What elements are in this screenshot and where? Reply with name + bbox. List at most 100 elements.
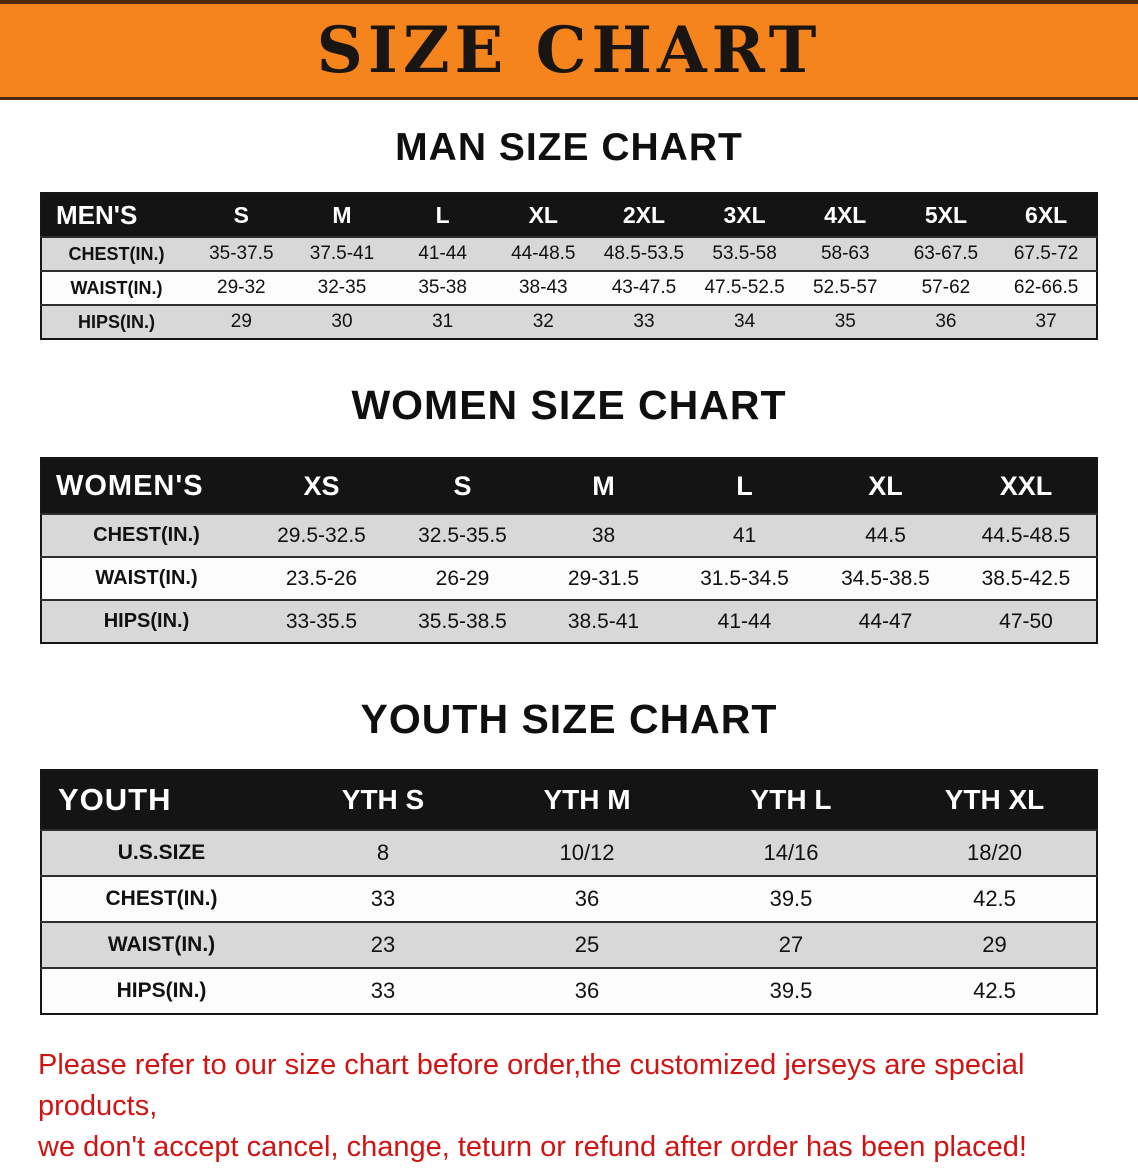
size-column-header: 2XL [593,193,695,237]
size-column-header: S [392,458,533,514]
value-cell: 27 [778,932,804,957]
size-table-header-row: MEN'S S M L XL 2XL 3XL 4XL 5XL 6XL [41,193,1097,237]
size-column-header: 4XL [794,193,896,237]
row-label-cell: WAIST(IN.) [95,567,198,589]
value-cell: 10/12 [559,840,615,865]
row-label-cell: U.S.SIZE [117,841,206,864]
value-cell: 32-35 [317,277,367,298]
size-column-header: L [674,458,815,514]
value-cell: 42.5 [973,886,1016,911]
row-label-cell: WAIST(IN.) [107,933,216,956]
value-cell: 23.5-26 [285,566,358,590]
measurement-row: CHEST(IN.) 29.5-32.5 32.5-35.5 38 41 44.5 44.5… [41,514,1097,557]
disclaimer: Please refer to our size chart before or… [38,1045,1100,1168]
size-column-header: XL [815,458,956,514]
size-column-header: XS [251,458,392,514]
value-cell: 67.5-72 [1013,243,1079,264]
value-cell: 35 [834,311,856,332]
size-column-header: M [533,458,674,514]
value-cell: 31.5-34.5 [700,566,789,590]
value-cell: 32 [532,311,554,332]
value-cell: 18/20 [966,840,1023,865]
women-section-heading: WOMEN SIZE CHART [351,382,787,428]
measurement-row: WAIST(IN.) 23 25 27 29 [41,922,1097,968]
value-cell: 29-32 [217,277,266,298]
value-cell: 34.5-38.5 [841,566,930,590]
value-cell: 32.5-35.5 [418,523,507,547]
size-column-header: 6XL [996,193,1097,237]
size-column-header: YTH L [689,770,893,830]
page-title: SIZE CHART [316,12,822,88]
value-cell: 38.5-42.5 [981,566,1071,590]
row-label-cell: CHEST(IN.) [68,243,165,264]
value-cell: 29 [982,932,1007,957]
disclaimer-line-1: Please refer to our size chart before or… [38,1049,1025,1122]
value-cell: 33-35.5 [285,609,358,633]
value-cell: 29.5-32.5 [277,523,366,547]
value-cell: 57-62 [921,277,971,298]
measurement-row: CHEST(IN.) 33 36 39.5 42.5 [41,876,1097,922]
value-cell: 44.5-48.5 [981,523,1071,547]
women-size-section: WOMEN SIZE CHART WOMEN'S XS S M L XL XXL CHEST(… [0,382,1138,644]
value-cell: 43-47.5 [611,277,677,298]
value-cell: 36 [574,886,600,911]
value-cell: 37.5-41 [309,243,375,264]
measurement-row: CHEST(IN.) 35-37.5 37.5-41 41-44 44-48.5 48.5… [41,237,1097,271]
value-cell: 44-48.5 [511,243,576,264]
men-section-heading: MAN SIZE CHART [395,126,743,169]
row-label-cell: HIPS(IN.) [116,979,207,1002]
value-cell: 48.5-53.5 [603,243,685,264]
value-cell: 41-44 [717,609,772,633]
value-cell: 36 [574,978,600,1003]
size-table-header-row: WOMEN'S XS S M L XL XXL [41,458,1097,514]
value-cell: 39.5 [769,978,813,1003]
value-cell: 44.5 [865,523,906,547]
value-cell: 53.5-58 [712,243,777,264]
value-cell: 36 [935,311,957,332]
men-size-section: MAN SIZE CHART MEN'S S M L XL 2XL 3XL 4XL 5XL 6XL… [0,126,1138,340]
value-cell: 35-37.5 [209,243,274,264]
value-cell: 63-67.5 [913,243,979,264]
size-column-header: S [191,193,292,237]
value-cell: 33 [370,886,396,911]
row-label-cell: WAIST(IN.) [70,277,163,298]
size-column-header: XXL [956,458,1097,514]
value-cell: 29 [230,311,252,332]
value-cell: 30 [331,311,353,332]
value-cell: 52.5-57 [813,277,878,298]
value-cell: 35-38 [418,277,467,298]
size-column-header: L [392,193,493,237]
value-cell: 33 [370,978,396,1003]
value-cell: 31 [432,311,454,332]
measurement-row: HIPS(IN.) 33-35.5 35.5-38.5 38.5-41 41-44 44-… [41,600,1097,643]
table-title-cell: WOMEN'S [41,458,251,514]
value-cell: 38.5-41 [567,609,640,633]
size-table-header-row: YOUTH YTH S YTH M YTH L YTH XL [41,770,1097,830]
value-cell: 26-29 [435,566,490,590]
value-cell: 35.5-38.5 [418,609,507,633]
value-cell: 37 [1035,311,1057,332]
value-cell: 38-43 [518,277,568,298]
value-cell: 29-31.5 [567,566,640,590]
women-size-table: WOMEN'S XS S M L XL XXL CHEST(IN.) 29.5-32.5 32.5… [40,457,1098,644]
value-cell: 62-66.5 [1013,277,1079,298]
size-column-header: YTH XL [893,770,1097,830]
value-cell: 23 [370,932,396,957]
measurement-row: WAIST(IN.) 29-32 32-35 35-38 38-43 43-47.5 47.… [41,271,1097,305]
size-column-header: 3XL [694,193,795,237]
size-column-header: YTH M [485,770,689,830]
row-label-cell: HIPS(IN.) [77,311,155,332]
measurement-row: HIPS(IN.) 33 36 39.5 42.5 [41,968,1097,1014]
youth-size-table: YOUTH YTH S YTH M YTH L YTH XL U.S.SIZE 8 10/12… [40,769,1098,1015]
value-cell: 42.5 [973,978,1016,1003]
value-cell: 25 [574,932,600,957]
value-cell: 47-50 [999,609,1053,633]
size-column-header: M [291,193,393,237]
value-cell: 38 [591,523,616,547]
value-cell: 14/16 [763,840,819,865]
men-size-table: MEN'S S M L XL 2XL 3XL 4XL 5XL 6XL CHEST(IN.) 35-37… [40,192,1098,340]
banner: SIZE CHART [0,0,1138,100]
size-column-header: 5XL [895,193,997,237]
value-cell: 47.5-52.5 [704,277,785,298]
